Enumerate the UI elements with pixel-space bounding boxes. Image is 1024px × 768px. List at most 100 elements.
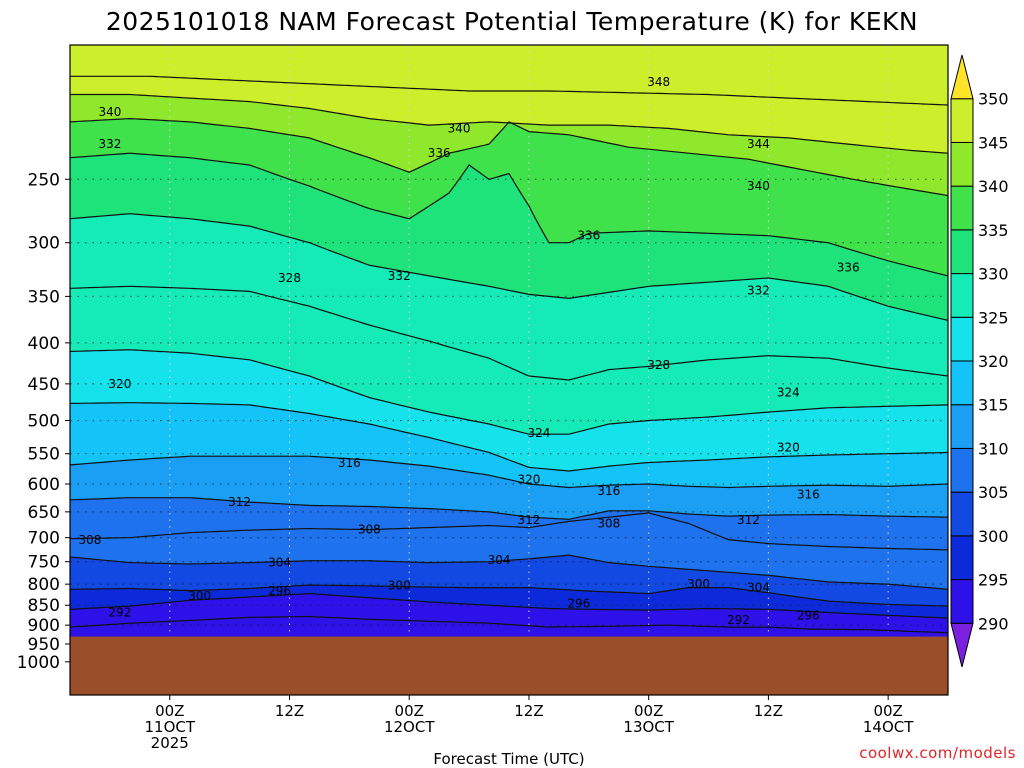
colorbar-tick-label: 350 (978, 90, 1009, 109)
x-tick-label: 12Z (514, 702, 543, 720)
contour-label: 324 (527, 426, 550, 440)
contour-labels: 340 332 348 340 336 344 340 336 336 332 332 328 328 3… (79, 75, 860, 627)
band-340 (70, 94, 948, 196)
isentrope-300 (70, 584, 948, 607)
colorbar-bin-310 (950, 404, 974, 449)
colorbar-bin-350 (950, 54, 974, 100)
isentrope-340 (70, 117, 948, 197)
contour-label: 332 (388, 269, 411, 283)
y-tick-label: 600 (28, 475, 60, 495)
colorbar-bin-330 (950, 229, 974, 275)
contour-label: 340 (448, 121, 471, 135)
isentrope-292 (70, 615, 948, 634)
colorbar-tick-label: 295 (978, 571, 1009, 590)
contour-label: 308 (79, 533, 102, 547)
contour-label: 332 (98, 137, 121, 151)
colorbar-tick-label: 345 (978, 133, 1009, 152)
y-axis-pressure: 2503003504004505005506006507007508008509… (17, 170, 70, 673)
contour-label: 340 (747, 179, 770, 193)
x-tick-label: 12OCT (384, 718, 435, 736)
contour-label: 304 (747, 581, 770, 595)
isentrope-324 (70, 349, 948, 435)
contour-label: 308 (597, 516, 620, 530)
y-tick-label: 850 (28, 596, 60, 616)
contour-label: 300 (388, 578, 411, 592)
band-300 (70, 555, 948, 607)
colorbar-bin-295 (950, 535, 974, 581)
y-tick-label: 250 (28, 170, 60, 190)
colorbar-bin-335 (950, 185, 974, 231)
band-304 (70, 512, 948, 590)
ground-below-surface (70, 636, 948, 695)
isentrope-320 (70, 402, 948, 472)
colorbar-tick-label: 330 (978, 265, 1009, 284)
colorbar-tick-label: 300 (978, 527, 1009, 546)
colorbar-bin-345 (950, 98, 974, 143)
band-348 (70, 45, 948, 105)
y-tick-label: 750 (28, 553, 60, 573)
contour-label: 328 (647, 358, 670, 372)
isentropes (70, 75, 948, 634)
isentrope-304 (70, 554, 948, 590)
x-tick-label: 00Z (155, 702, 184, 720)
y-tick-label: 300 (28, 234, 60, 254)
contour-label: 324 (777, 385, 800, 399)
band-316 (70, 402, 948, 488)
y-tick-label: 500 (28, 412, 60, 432)
band-312 (70, 456, 948, 520)
contour-label: 304 (488, 553, 511, 567)
contour-label: 348 (647, 75, 670, 89)
contour-label: 320 (777, 440, 800, 454)
contour-label: 344 (747, 137, 770, 151)
band-292 (70, 593, 948, 633)
x-tick-label: 00Z (634, 702, 663, 720)
isentrope-344 (70, 93, 948, 154)
contour-label: 308 (358, 523, 381, 537)
contour-label: 320 (518, 472, 541, 486)
colorbar-bin-285 (950, 622, 974, 668)
colorbar-bin-340 (950, 141, 974, 187)
isentrope-312 (70, 497, 948, 520)
x-tick-label: 00Z (873, 702, 902, 720)
contour-label: 312 (228, 495, 251, 509)
isentrope-336 (70, 152, 948, 277)
colorbar-tick-label: 305 (978, 483, 1009, 502)
isentrope-308 (70, 512, 948, 551)
colorbar-tick-label: 325 (978, 308, 1009, 327)
contour-label: 296 (268, 584, 291, 598)
plot-area: 340 332 348 340 336 344 340 336 336 332 332 328 328 3… (70, 45, 948, 695)
isentrope-316 (70, 455, 948, 489)
colorbar-tick-label: 340 (978, 177, 1009, 196)
contour-label: 312 (737, 513, 760, 527)
colorbar-bin-290 (950, 579, 974, 624)
y-tick-label: 700 (28, 529, 60, 549)
x-tick-label: 2025 (151, 734, 189, 752)
contour-label: 336 (837, 260, 860, 274)
colorbar-tick-label: 315 (978, 396, 1009, 415)
contour-label: 340 (98, 105, 121, 119)
band-336 (70, 118, 948, 276)
x-tick-label: 13OCT (623, 718, 674, 736)
band-324 (70, 286, 948, 435)
contour-label: 312 (518, 513, 541, 527)
contour-label: 336 (428, 146, 451, 160)
colorbar-tick-label: 290 (978, 614, 1009, 633)
band-296 (70, 585, 948, 619)
x-tick-label: 12Z (275, 702, 304, 720)
y-tick-label: 550 (28, 445, 60, 465)
y-tick-label: 650 (28, 503, 60, 523)
contour-label: 300 (687, 577, 710, 591)
band-320 (70, 349, 948, 471)
colorbar-bin-305 (950, 447, 974, 493)
contour-label: 300 (188, 589, 211, 603)
contour-label: 304 (268, 556, 291, 570)
colorbar-tick-label: 320 (978, 352, 1009, 371)
contour-label: 336 (577, 229, 600, 243)
isentrope-348 (70, 75, 948, 106)
band-328 (70, 213, 948, 380)
contour-label: 328 (278, 271, 301, 285)
grid-lines (70, 45, 948, 695)
contour-label: 316 (797, 487, 820, 501)
colorbar-bin-320 (950, 316, 974, 362)
